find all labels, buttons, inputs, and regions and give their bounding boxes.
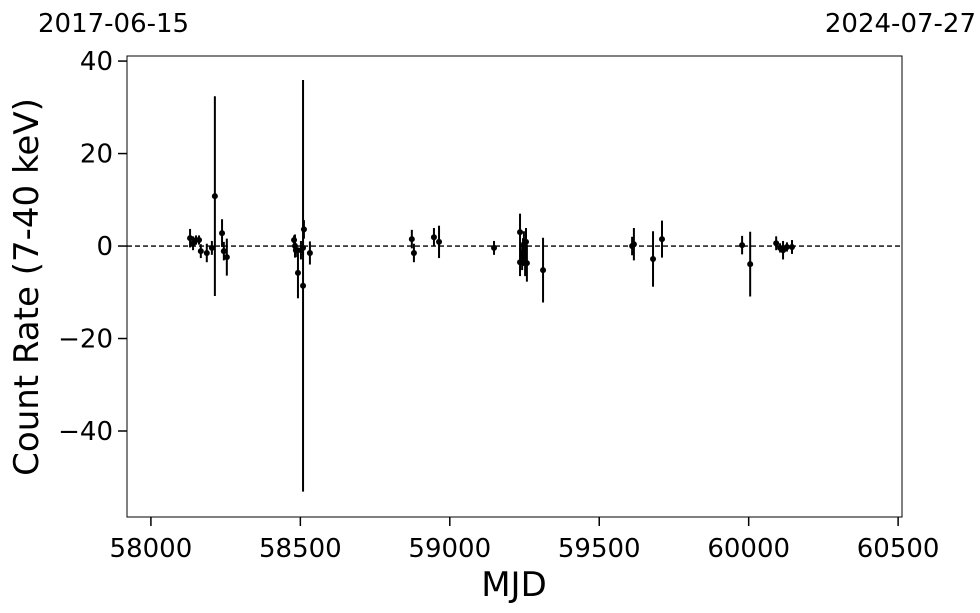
x-tick-label: 58500 xyxy=(259,534,342,564)
data-point xyxy=(203,249,210,256)
x-tick-label: 60500 xyxy=(857,534,940,564)
data-point xyxy=(300,226,307,233)
data-point xyxy=(211,193,218,200)
data-point xyxy=(410,249,417,256)
data-point xyxy=(739,242,746,249)
data-point xyxy=(517,229,524,236)
data-point xyxy=(789,243,796,250)
y-tick-label: 40 xyxy=(80,47,113,77)
data-point xyxy=(540,267,547,274)
plot-frame xyxy=(126,55,903,518)
data-point xyxy=(523,260,530,267)
data-point xyxy=(306,249,313,256)
data-point xyxy=(630,241,637,248)
y-tick-label: 0 xyxy=(96,232,113,262)
left-date-label: 2017-06-15 xyxy=(38,9,189,39)
x-axis-label: MJD xyxy=(481,565,547,605)
data-point xyxy=(436,238,443,245)
data-point xyxy=(294,269,301,276)
y-axis-label: Count Rate (7-40 keV) xyxy=(7,98,47,476)
data-point xyxy=(747,261,754,268)
data-point xyxy=(197,248,204,255)
data-point xyxy=(523,238,530,245)
data-point xyxy=(196,237,203,244)
x-tick-label: 60000 xyxy=(707,534,790,564)
x-tick-label: 59500 xyxy=(558,534,641,564)
data-point xyxy=(300,282,307,289)
data-point xyxy=(187,235,194,242)
y-tick-label: −40 xyxy=(58,417,113,447)
y-tick-label: 20 xyxy=(80,140,113,170)
data-point xyxy=(430,234,437,241)
right-date-label: 2024-07-27 xyxy=(825,9,976,39)
data-point xyxy=(491,244,498,251)
data-point xyxy=(220,248,227,255)
data-point xyxy=(223,254,230,261)
data-point xyxy=(773,240,780,247)
x-tick-label: 59000 xyxy=(408,534,491,564)
data-point xyxy=(658,236,665,243)
data-point xyxy=(650,255,657,262)
data-point xyxy=(783,243,790,250)
y-tick-label: −20 xyxy=(58,325,113,355)
data-point xyxy=(208,244,215,251)
data-point xyxy=(408,236,415,243)
x-tick-label: 58000 xyxy=(110,534,193,564)
data-point xyxy=(219,230,226,237)
